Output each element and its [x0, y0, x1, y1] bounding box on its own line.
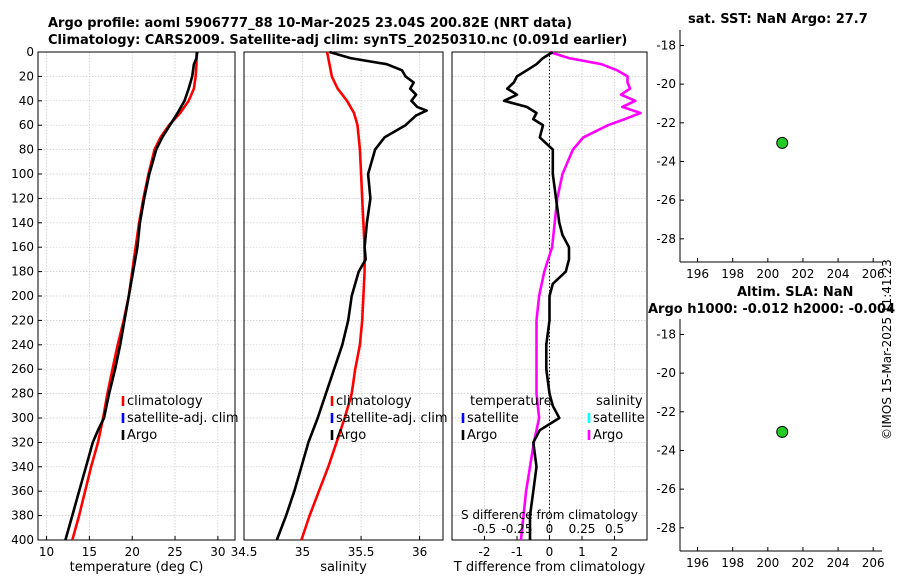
- sla-map-title: Altim. SLA: NaN: [737, 285, 854, 300]
- depth-tick-label: 200: [11, 289, 34, 303]
- diff-legend-s-satellite-label: satellite: [593, 411, 645, 426]
- temperature-xtick-label: 25: [167, 545, 182, 559]
- depth-tick-label: 260: [11, 362, 34, 376]
- temperature-argo-line: [64, 51, 199, 541]
- differences-xtick-label: 2: [611, 545, 619, 559]
- depth-tick-label: 220: [11, 313, 34, 327]
- temperature-xtick-label: 30: [210, 545, 225, 559]
- figure-title-line1: Argo profile: aoml 5906777_88 10-Mar-202…: [48, 16, 573, 31]
- salinity-legend-0-label: climatology: [336, 394, 412, 409]
- differences-xtick-label: -2: [479, 545, 491, 559]
- depth-tick-label: 400: [11, 533, 34, 547]
- temperature-xtick-label: 15: [82, 545, 97, 559]
- depth-tick-label: 40: [19, 94, 34, 108]
- sla_map-ytick-label: -26: [656, 482, 676, 496]
- differences-xtick-label: -1: [511, 545, 523, 559]
- sst-map-title: sat. SST: NaN Argo: 27.7: [688, 12, 868, 27]
- s-difference-tick-label: -0.25: [501, 522, 532, 536]
- temperature-legend-0-label: climatology: [127, 394, 203, 409]
- sst_map-ytick-label: -26: [656, 193, 676, 207]
- temperature-xlabel: temperature (deg C): [70, 560, 204, 575]
- sst_map-ytick-label: -20: [656, 77, 676, 91]
- sst_map-panel: -18 -20 -22 -24 -26 -28 196 198 200 202 204 206: [656, 30, 885, 281]
- depth-tick-label: 360: [11, 484, 34, 498]
- sst_map-argo-position-marker: [776, 136, 789, 149]
- depth-tick-label: 100: [11, 167, 34, 181]
- depth-tick-label: 60: [19, 118, 34, 132]
- salinity-argo-line: [275, 50, 428, 541]
- sla_map-xtick-label: 206: [862, 556, 885, 570]
- differences-xlabel: T difference from climatology: [453, 560, 646, 575]
- figure-title-line2: Climatology: CARS2009. Satellite-adj cli…: [48, 33, 628, 48]
- temperature-climatology-line: [71, 52, 198, 541]
- s-difference-tick-label: -0.5: [473, 522, 496, 536]
- diff-legend-salinity-header: salinity: [596, 394, 643, 409]
- differences-xtick-label: 0: [546, 545, 554, 559]
- salinity-xlabel: salinity: [320, 560, 367, 575]
- depth-tick-label: 0: [26, 45, 34, 59]
- sst_map-ytick-label: -28: [656, 232, 676, 246]
- sst_map-ytick-label: -18: [656, 38, 676, 52]
- sla_map-xtick-label: 198: [721, 556, 744, 570]
- depth-tick-label: 20: [19, 69, 34, 83]
- sla_map-ytick-label: -18: [656, 327, 676, 341]
- sst_map-xtick-label: 202: [792, 267, 815, 281]
- temperature-difference-argo-line: [502, 50, 571, 540]
- sla_map-panel: -18 -20 -22 -24 -26 -28 196 198 200 202 204 206: [656, 319, 885, 570]
- s-difference-tick-label: 0.5: [605, 522, 624, 536]
- depth-tick-label: 80: [19, 143, 34, 157]
- diff-legend-s-argo-label: Argo: [593, 428, 623, 443]
- salinity-legend-1-label: satellite-adj. clim: [336, 411, 448, 426]
- depth-tick-label: 380: [11, 509, 34, 523]
- depth-tick-label: 160: [11, 240, 34, 254]
- salinity-xtick-label: 35.5: [348, 545, 375, 559]
- depth-tick-label: 140: [11, 216, 34, 230]
- salinity-xtick-label: 36: [412, 545, 427, 559]
- sla_map-ytick-label: -28: [656, 521, 676, 535]
- sla_map-ytick-label: -20: [656, 366, 676, 380]
- sst_map-xtick-label: 206: [862, 267, 885, 281]
- sla_map-xtick-label: 196: [686, 556, 709, 570]
- sst_map-xtick-label: 198: [721, 267, 744, 281]
- temperature-panel: 10 15 20 25 30 temperature (deg C) 0 20 40 60 80 10…: [11, 45, 236, 575]
- temperature-legend-1-label: satellite-adj. clim: [127, 411, 239, 426]
- s-difference-xlabel: S difference from climatology: [461, 508, 638, 522]
- sst_map-ytick-label: -24: [656, 154, 676, 168]
- temperature-frame: [37, 51, 236, 541]
- sla_map-xtick-label: 200: [756, 556, 779, 570]
- sst_map-xtick-label: 196: [686, 267, 709, 281]
- s-difference-tick-label: 0: [546, 522, 554, 536]
- depth-tick-label: 240: [11, 338, 34, 352]
- depth-tick-label: 180: [11, 265, 34, 279]
- sla_map-xtick-label: 202: [792, 556, 815, 570]
- sla_map-ytick-label: -22: [656, 405, 676, 419]
- salinity-panel: 34.5 35 35.5 36 salinity: [231, 51, 444, 575]
- sst_map-xtick-label: 204: [827, 267, 850, 281]
- salinity-legend-2-label: Argo: [336, 428, 366, 443]
- sst_map-xtick-label: 200: [756, 267, 779, 281]
- sst_map-ytick-label: -22: [656, 116, 676, 130]
- differences-xtick-label: 1: [578, 545, 586, 559]
- depth-tick-label: 120: [11, 191, 34, 205]
- depth-tick-label: 300: [11, 411, 34, 425]
- temperature-legend-2-label: Argo: [127, 428, 157, 443]
- diff-legend-t-satellite-label: satellite: [467, 411, 519, 426]
- depth-tick-label: 340: [11, 460, 34, 474]
- salinity-frame: [243, 51, 444, 541]
- temperature-xtick-label: 10: [39, 545, 54, 559]
- sla_map-xtick-label: 204: [827, 556, 850, 570]
- salinity-xtick-label: 35: [295, 545, 310, 559]
- sla-map-subtitle: Argo h1000: -0.012 h2000: -0.004: [648, 302, 896, 317]
- sla_map-ytick-label: -24: [656, 443, 676, 457]
- depth-tick-label: 320: [11, 435, 34, 449]
- salinity-difference-argo-line: [519, 50, 642, 541]
- s-difference-tick-label: 0.25: [569, 522, 596, 536]
- depth-tick-label: 280: [11, 387, 34, 401]
- diff-legend-temperature-header: temperature: [470, 394, 552, 409]
- sla_map-argo-position-marker: [776, 425, 789, 438]
- salinity-xtick-label: 34.5: [231, 545, 258, 559]
- temperature-xtick-label: 20: [125, 545, 140, 559]
- diff-legend-t-argo-label: Argo: [467, 428, 497, 443]
